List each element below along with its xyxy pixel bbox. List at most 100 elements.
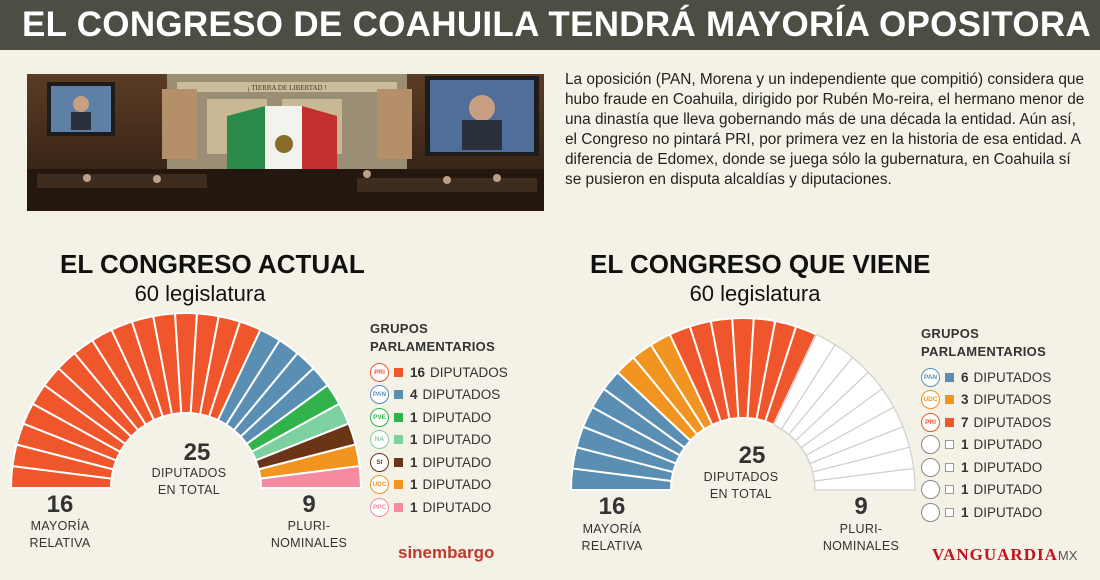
udc-logo-icon: UDC bbox=[921, 390, 940, 410]
sinembargo-logo: sinembargo bbox=[398, 543, 495, 562]
legend-label: DIPUTADO bbox=[973, 504, 1043, 520]
legend-swatch bbox=[394, 367, 403, 377]
right-group-label-1: PLURI- bbox=[288, 519, 331, 533]
right-group-value: 9 bbox=[854, 493, 867, 520]
left-group-label-2: RELATIVA bbox=[582, 539, 643, 553]
legend-count: 7 bbox=[961, 414, 969, 430]
chart-title-actual: EL CONGRESO ACTUAL bbox=[60, 249, 365, 279]
legend-count: 6 bbox=[961, 369, 969, 385]
legend-swatch bbox=[945, 395, 954, 405]
legend-swatch bbox=[945, 440, 954, 450]
left-group-label-1: MAYORÍA bbox=[31, 518, 90, 533]
total-label-2: EN TOTAL bbox=[710, 487, 772, 501]
udc-logo-icon: UDC bbox=[370, 475, 389, 495]
vanguardia-wordmark: VANGUARDIA bbox=[932, 545, 1058, 564]
legend-swatch bbox=[394, 502, 403, 512]
legend-count: 1 bbox=[410, 409, 418, 425]
left-group-label-1: MAYORÍA bbox=[583, 521, 642, 536]
pri-logo-icon: PRI bbox=[370, 362, 389, 382]
seat-pt bbox=[259, 464, 363, 489]
legend-label: DIPUTADO bbox=[422, 454, 492, 470]
legend-count: 1 bbox=[410, 477, 418, 493]
legend-label: DIPUTADO bbox=[973, 459, 1043, 475]
legend-count: 1 bbox=[961, 482, 969, 498]
right-group-value: 9 bbox=[302, 491, 315, 518]
legend-label: DIPUTADO bbox=[422, 499, 492, 515]
legend-actual: GRUPOS PARLAMENTARIOS PRI 16 DIPUTADOS PAN 4… bbox=[370, 320, 508, 519]
article-body: La oposición (PAN, Morena y un independi… bbox=[565, 71, 1085, 189]
legend-count: 16 bbox=[410, 364, 426, 380]
total-value: 25 bbox=[184, 439, 211, 466]
legend-swatch bbox=[945, 485, 954, 495]
pan-logo-icon: PAN bbox=[370, 385, 389, 405]
legend-item-pri: PRI 7 DIPUTADOS bbox=[921, 411, 1051, 434]
legend-item-pan: PAN 6 DIPUTADOS bbox=[921, 366, 1051, 389]
pri-logo-icon: PRI bbox=[921, 412, 940, 432]
legend-item-pve: PVE 1 DIPUTADO bbox=[370, 406, 508, 429]
legend-count: 1 bbox=[961, 437, 969, 453]
vanguardia-logo: VANGUARDIAMX bbox=[932, 545, 1077, 565]
legend-item-empty: 1 DIPUTADO bbox=[921, 479, 1051, 502]
legend-label: DIPUTADO bbox=[422, 477, 492, 493]
legend-label: DIPUTADOS bbox=[973, 414, 1052, 430]
pt-logo-icon: PPC bbox=[370, 497, 389, 517]
legend-item-udc: UDC 1 DIPUTADO bbox=[370, 474, 508, 497]
total-value: 25 bbox=[739, 442, 766, 469]
legend-count: 3 bbox=[961, 392, 969, 408]
legend-title-1: GRUPOS bbox=[921, 326, 980, 341]
hemicycle-chart-viene: 25 DIPUTADOS EN TOTAL 16 MAYORÍA RELATIV… bbox=[569, 317, 916, 553]
legend-item-udc: UDC 3 DIPUTADOS bbox=[921, 389, 1051, 412]
legend-item-si: SI 1 DIPUTADO bbox=[370, 451, 508, 474]
legend-item-pri: PRI 16 DIPUTADOS bbox=[370, 361, 508, 384]
legend-label: DIPUTADOS bbox=[973, 392, 1052, 408]
legend-swatch bbox=[945, 417, 954, 427]
vanguardia-suffix: MX bbox=[1057, 548, 1078, 563]
photo-banner-text: ¡ TIERRA DE LIBERTAD ! bbox=[247, 84, 326, 92]
chart-subtitle-actual: 60 legislatura bbox=[134, 281, 266, 306]
empty-party-logo-icon bbox=[921, 502, 940, 522]
legend-item-empty: 1 DIPUTADO bbox=[921, 456, 1051, 479]
right-group-label-1: PLURI- bbox=[840, 522, 883, 536]
total-label-2: EN TOTAL bbox=[158, 483, 220, 497]
legend-label: DIPUTADO bbox=[973, 482, 1043, 498]
legend-viene: GRUPOS PARLAMENTARIOS PAN 6 DIPUTADOS UDC 3 D… bbox=[921, 325, 1051, 524]
legend-item-pan: PAN 4 DIPUTADOS bbox=[370, 384, 508, 407]
legend-label: DIPUTADOS bbox=[430, 364, 508, 380]
chart-title-viene: EL CONGRESO QUE VIENE bbox=[590, 249, 931, 279]
legend-swatch bbox=[394, 480, 403, 490]
left-group-value: 16 bbox=[599, 493, 626, 520]
right-group-label-2: NOMINALES bbox=[823, 539, 899, 553]
legend-item-pt: PPC 1 DIPUTADO bbox=[370, 496, 508, 519]
legend-item-empty: 1 DIPUTADO bbox=[921, 434, 1051, 457]
legend-label: DIPUTADO bbox=[973, 437, 1043, 453]
chart-subtitle-viene: 60 legislatura bbox=[689, 281, 821, 306]
legend-swatch bbox=[945, 507, 954, 517]
legend-item-panal: NA 1 DIPUTADO bbox=[370, 429, 508, 452]
legend-label: DIPUTADOS bbox=[422, 387, 501, 403]
headline-bar: EL CONGRESO DE COAHUILA TENDRÁ MAYORÍA O… bbox=[0, 0, 1100, 50]
legend-label: DIPUTADO bbox=[422, 409, 492, 425]
legend-count: 1 bbox=[961, 459, 969, 475]
si-logo-icon: SI bbox=[370, 452, 389, 472]
legend-swatch bbox=[394, 457, 403, 467]
empty-party-logo-icon bbox=[921, 435, 940, 455]
empty-party-logo-icon bbox=[921, 457, 940, 477]
legend-count: 1 bbox=[961, 504, 969, 520]
legend-count: 1 bbox=[410, 454, 418, 470]
legend-item-empty: 1 DIPUTADO bbox=[921, 501, 1051, 524]
legend-count: 1 bbox=[410, 432, 418, 448]
legend-title-1: GRUPOS bbox=[370, 321, 429, 336]
left-group-label-2: RELATIVA bbox=[30, 536, 91, 550]
pan-logo-icon: PAN bbox=[921, 367, 940, 387]
legend-swatch bbox=[394, 390, 403, 400]
headline: EL CONGRESO DE COAHUILA TENDRÁ MAYORÍA O… bbox=[22, 5, 1092, 44]
panal-logo-icon: NA bbox=[370, 430, 389, 450]
seat-empty bbox=[813, 467, 916, 491]
empty-party-logo-icon bbox=[921, 480, 940, 500]
right-group-label-2: NOMINALES bbox=[271, 536, 347, 550]
legend-title-2: PARLAMENTARIOS bbox=[370, 338, 496, 354]
legend-title-2: PARLAMENTARIOS bbox=[921, 343, 1047, 359]
legend-swatch bbox=[394, 412, 403, 422]
legend-count: 1 bbox=[410, 499, 418, 515]
hemicycle-chart-actual: 25 DIPUTADOS EN TOTAL 16 MAYORÍA RELATIV… bbox=[9, 312, 363, 550]
